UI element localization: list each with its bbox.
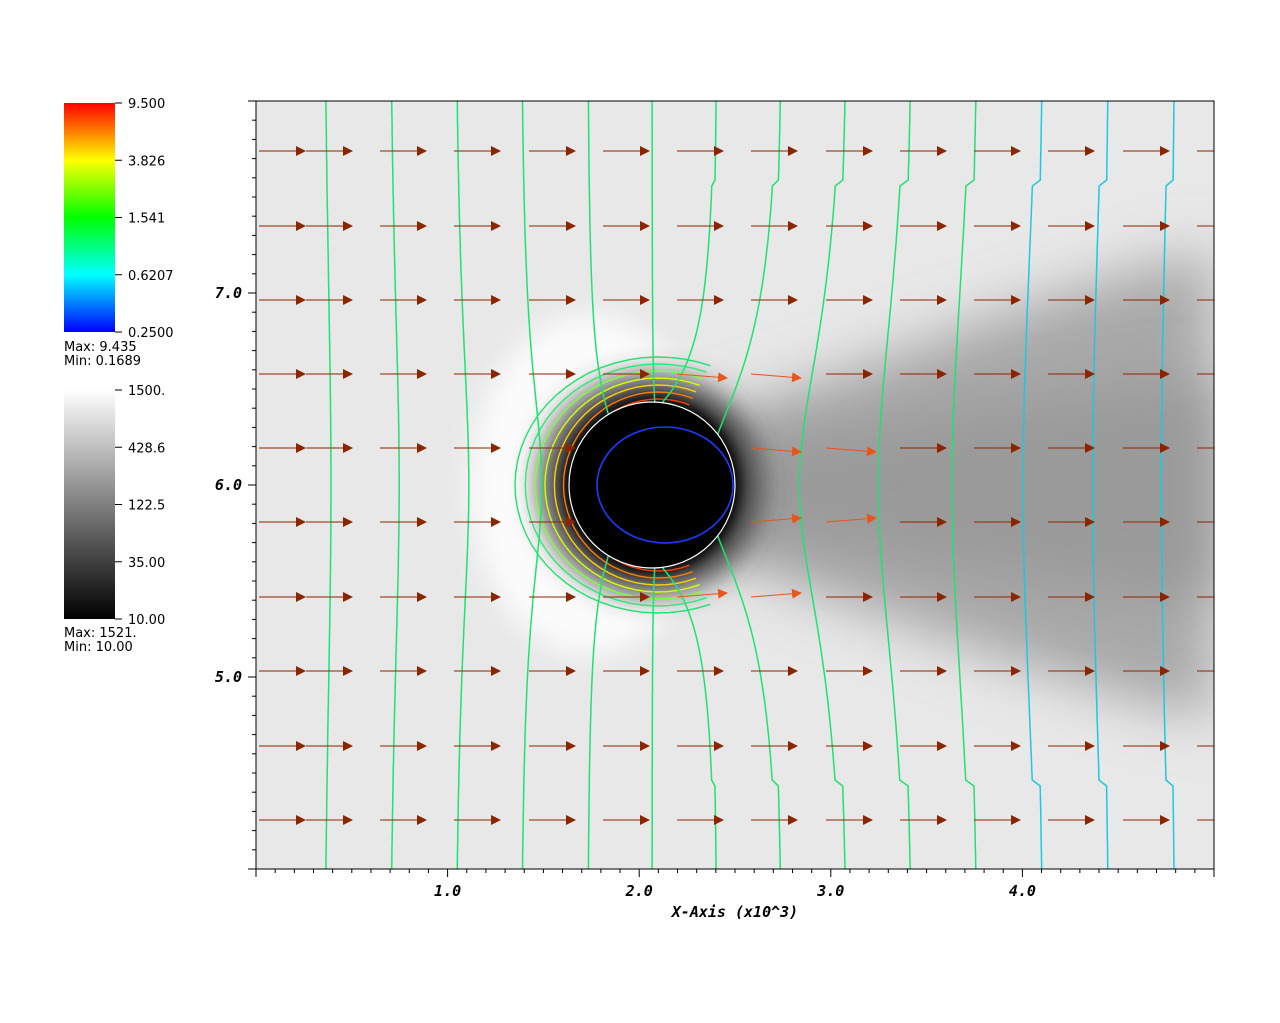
legend-tick-label: 1.541 [128, 212, 165, 227]
contour-lines [514, 356, 711, 614]
contour-line [534, 370, 704, 600]
legend-tick-label: 1500. [128, 384, 165, 399]
legend-tick-label: 122.5 [128, 499, 165, 514]
contour-legend-min: Min: 0.1689 [64, 354, 142, 369]
legend-tick-label: 9.500 [128, 97, 165, 112]
streamline [798, 101, 846, 869]
velocity-arrow [825, 446, 877, 457]
velocity-arrow [750, 446, 802, 457]
velocity-vectors [259, 146, 1214, 825]
axis-tick-labels: 1.0 2.0 3.0 4.0 5.0 6.0 7.0 [215, 284, 1036, 900]
streamline [521, 101, 543, 869]
velocity-arrow [825, 513, 877, 524]
axis-ticks [248, 100, 1215, 877]
streamline [877, 101, 911, 869]
velocity-arrow [750, 513, 802, 524]
contour-line [553, 384, 697, 586]
streamline [325, 101, 332, 869]
streamline [390, 101, 400, 869]
streamline [1091, 101, 1109, 869]
pseudocolor-field [256, 101, 1214, 869]
contour-line [562, 391, 693, 579]
x-tick-label: 2.0 [625, 882, 653, 900]
x-tick-label: 4.0 [1009, 882, 1036, 900]
contour-legend-max: Max: 9.435 [64, 340, 137, 355]
x-tick-label: 3.0 [816, 882, 844, 900]
legend-tick-label: 0.6207 [128, 269, 174, 284]
legend-tick-label: 3.826 [128, 154, 165, 169]
velocity-arrow [750, 588, 802, 599]
velocity-arrow [676, 588, 728, 599]
pseudocolor-legend-min: Min: 10.00 [64, 640, 133, 655]
legend-tick-label: 10.00 [128, 613, 165, 628]
pseudocolor-colorbar: 1500. 428.6 122.5 35.00 10.00 [64, 384, 165, 628]
streamline [1022, 101, 1043, 869]
streamline [951, 101, 977, 869]
velocity-arrow [676, 372, 728, 383]
velocity-arrow [750, 372, 802, 383]
x-axis-title: X-Axis (x10^3) [670, 903, 798, 921]
inner-contour-blue [596, 426, 734, 544]
contour-line [524, 363, 707, 607]
obstacle-circle [568, 401, 736, 569]
x-tick-label: 1.0 [434, 882, 461, 900]
contour-colorbar: 9.500 3.826 1.541 0.6207 0.2500 [64, 97, 174, 341]
legend-tick-label: 35.00 [128, 556, 165, 571]
y-tick-label: 6.0 [215, 476, 242, 494]
pseudocolor-legend-max: Max: 1521. [64, 626, 137, 641]
contour-line [514, 356, 711, 614]
contour-line [544, 377, 700, 593]
legend-tick-label: 428.6 [128, 441, 165, 456]
legend-tick-label: 0.2500 [128, 326, 174, 341]
y-tick-label: 7.0 [215, 284, 242, 302]
streamline [456, 101, 470, 869]
y-tick-label: 5.0 [215, 668, 242, 686]
